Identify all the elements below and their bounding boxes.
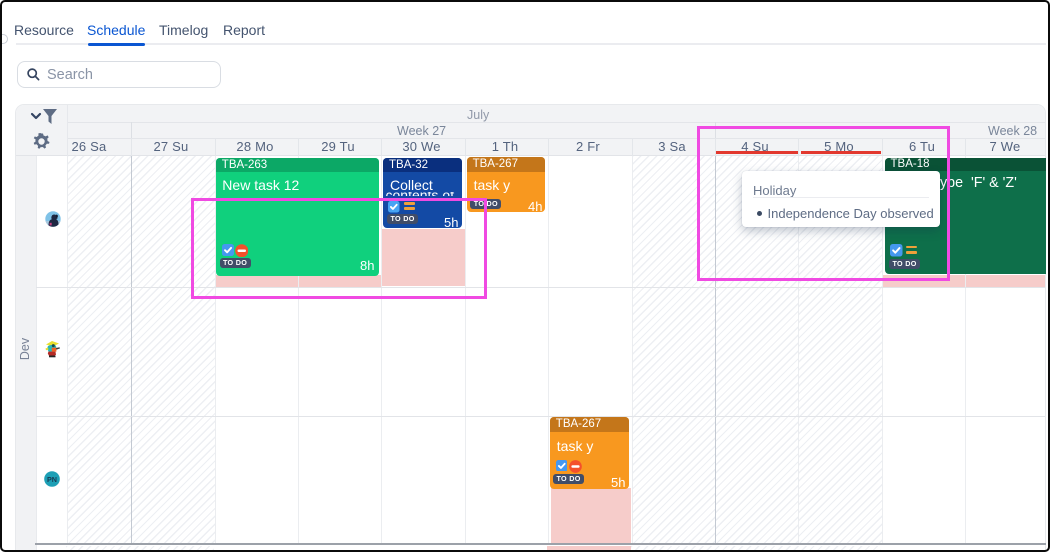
svg-text:PN: PN xyxy=(47,475,57,484)
